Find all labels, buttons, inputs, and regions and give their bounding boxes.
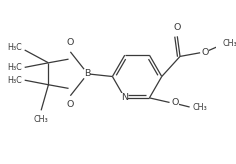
Text: O: O <box>67 100 74 109</box>
Text: B: B <box>84 69 90 78</box>
Text: N: N <box>121 93 128 102</box>
Text: O: O <box>174 23 181 32</box>
Text: O: O <box>171 98 179 107</box>
Text: O: O <box>202 48 209 57</box>
Text: CH₃: CH₃ <box>223 39 236 48</box>
Text: H₃C: H₃C <box>7 76 22 85</box>
Text: H₃C: H₃C <box>7 63 22 72</box>
Text: CH₃: CH₃ <box>192 102 207 112</box>
Text: O: O <box>67 38 74 47</box>
Text: CH₃: CH₃ <box>34 115 49 124</box>
Text: H₃C: H₃C <box>7 43 22 52</box>
